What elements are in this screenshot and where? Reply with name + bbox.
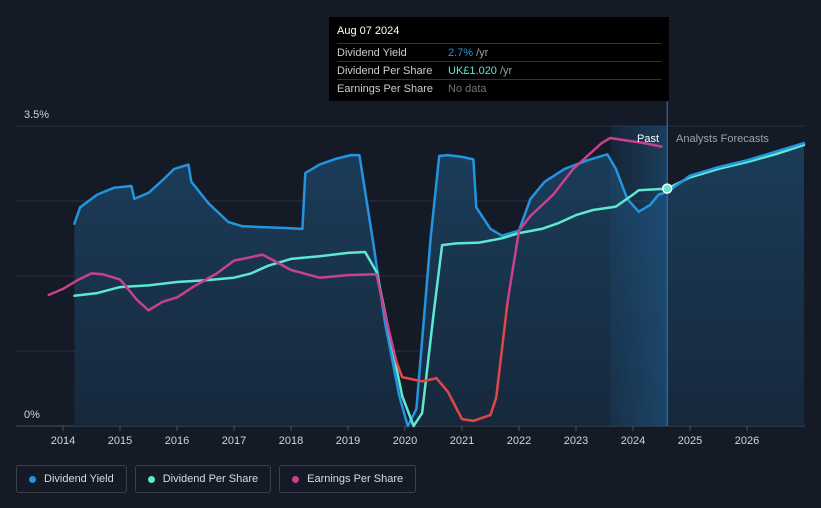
x-tick-label: 2017 bbox=[222, 435, 246, 447]
series-line-dividend-per-share bbox=[73, 143, 806, 428]
y-tick-label: 0% bbox=[24, 409, 40, 421]
tooltip-row-earnings-per-share: Earnings Per Share No data bbox=[337, 79, 661, 97]
region-label-forecast: Analysts Forecasts bbox=[676, 133, 769, 145]
x-tick-label: 2020 bbox=[393, 435, 417, 447]
series-area bbox=[74, 154, 668, 427]
tooltip-value: 2.7% bbox=[448, 46, 474, 59]
series-area bbox=[667, 143, 804, 426]
series-line-dividend-yield-forecast bbox=[665, 141, 806, 194]
x-tick-label: 2026 bbox=[735, 435, 759, 447]
legend-dot-icon bbox=[147, 475, 155, 483]
tooltip-unit: /yr bbox=[476, 46, 489, 59]
y-axis-ticks: 0% 3.5% bbox=[24, 109, 49, 421]
legend-dot-icon bbox=[29, 475, 36, 483]
x-tick-label: 2016 bbox=[165, 435, 189, 447]
chart-tooltip: Aug 07 2024 Dividend Yield 2.7%/yr Divid… bbox=[329, 17, 669, 101]
series-areas bbox=[74, 143, 804, 427]
x-tick-label: 2022 bbox=[507, 435, 531, 447]
tooltip-row-dividend-per-share: Dividend Per Share UK£1.020/yr bbox=[337, 61, 661, 79]
tooltip-label: Dividend Yield bbox=[337, 46, 407, 59]
tooltip-label: Earnings Per Share bbox=[337, 82, 433, 95]
legend-label: Dividend Per Share bbox=[162, 473, 259, 485]
tooltip-value: No data bbox=[448, 82, 487, 95]
x-tick-label: 2021 bbox=[450, 435, 474, 447]
x-tick-label: 2025 bbox=[678, 435, 702, 447]
x-tick-label: 2014 bbox=[51, 435, 75, 447]
legend-label: Dividend Yield bbox=[44, 473, 114, 485]
legend-item-dividend-yield[interactable]: Dividend Yield bbox=[16, 465, 127, 493]
legend-item-earnings-per-share[interactable]: Earnings Per Share bbox=[279, 465, 417, 493]
series-line-earnings-per-share bbox=[506, 136, 663, 303]
x-tick-label: 2015 bbox=[108, 435, 132, 447]
legend-item-dividend-per-share[interactable]: Dividend Per Share bbox=[134, 465, 272, 493]
tooltip-row-dividend-yield: Dividend Yield 2.7%/yr bbox=[337, 43, 661, 61]
series-line-earnings-per-share bbox=[47, 253, 398, 363]
highlight-band bbox=[610, 126, 668, 426]
legend-dot-icon bbox=[292, 475, 300, 483]
forecast-highlight bbox=[610, 101, 668, 426]
x-tick-label: 2023 bbox=[564, 435, 588, 447]
series-line-earnings-per-share bbox=[395, 300, 509, 423]
series-line-dividend-yield bbox=[73, 153, 669, 428]
y-tick-label: 3.5% bbox=[24, 109, 49, 121]
legend-label: Earnings Per Share bbox=[307, 473, 404, 485]
chart-legend: Dividend Yield Dividend Per Share Earnin… bbox=[16, 465, 417, 493]
x-tick-label: 2019 bbox=[336, 435, 360, 447]
tooltip-unit: /yr bbox=[499, 64, 513, 77]
series-lines bbox=[47, 136, 806, 428]
tooltip-label: Dividend Per Share bbox=[337, 64, 433, 77]
current-markers bbox=[661, 183, 673, 194]
dividend-per-share-marker bbox=[661, 183, 673, 194]
x-tick-label: 2024 bbox=[621, 435, 645, 447]
x-axis-ticks: 2014 2015 2016 2017 2018 2019 2020 2021 2022 2023… bbox=[51, 426, 759, 447]
tooltip-value: UK£1.020 bbox=[448, 64, 497, 77]
region-label-past: Past bbox=[637, 133, 659, 145]
x-tick-label: 2018 bbox=[279, 435, 303, 447]
tooltip-date: Aug 07 2024 bbox=[337, 25, 400, 37]
